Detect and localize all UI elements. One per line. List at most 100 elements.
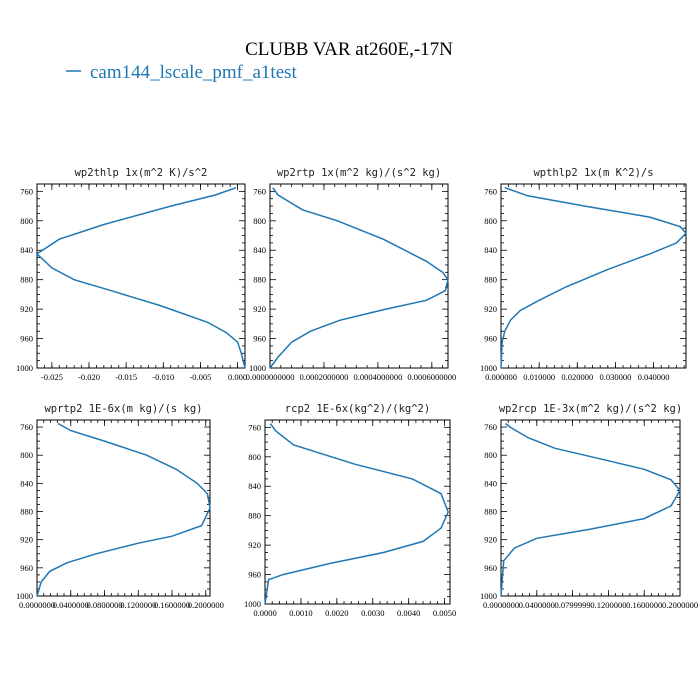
y-tick-label: 920 bbox=[484, 304, 497, 314]
x-tick-label: 0.0004000000 bbox=[353, 372, 402, 382]
y-tick-label: 960 bbox=[253, 334, 266, 344]
y-tick-label: 1000 bbox=[249, 363, 266, 373]
y-tick-label: 760 bbox=[20, 422, 33, 432]
x-tick-label: 0.0000000 bbox=[483, 600, 519, 610]
panel-frame bbox=[36, 419, 211, 597]
x-tick-label: 0.030000 bbox=[599, 372, 631, 382]
y-tick-label: 840 bbox=[20, 478, 33, 488]
y-tick-label: 1000 bbox=[16, 591, 33, 601]
y-tick-label: 1000 bbox=[244, 599, 261, 609]
series-line-1 bbox=[36, 422, 211, 597]
x-tick-label: -0.020 bbox=[78, 372, 100, 382]
x-tick-label: 0.0020 bbox=[325, 608, 348, 618]
y-tick-label: 880 bbox=[253, 275, 266, 285]
x-tick-label: 0.1600000 bbox=[626, 600, 662, 610]
panel-title: wp2rtp 1x(m^2 kg)/(s^2 kg) bbox=[277, 167, 441, 179]
y-tick-label: 960 bbox=[484, 563, 497, 573]
x-tick-label: 0.0000000 bbox=[19, 600, 55, 610]
panel-1: wp2thlp 1x(m^2 K)/s^2 760 800 840 880 920 960 1… bbox=[16, 167, 247, 382]
panel-5: rcp2 1E-6x(kg^2)/(kg^2) 760 800 840 880 920 96… bbox=[244, 403, 456, 618]
x-tick-label: -0.005 bbox=[189, 372, 211, 382]
y-tick-label: 920 bbox=[253, 304, 266, 314]
panel-frame bbox=[264, 419, 451, 605]
y-tick-label: 760 bbox=[253, 186, 266, 196]
x-tick-label: 0.1600000 bbox=[154, 600, 190, 610]
legend-label: cam144_lscale_pmf_a1test bbox=[90, 62, 298, 83]
x-tick-label: -0.010 bbox=[152, 372, 174, 382]
x-tick-label: 0.000000 bbox=[485, 372, 517, 382]
panel-4: wprtp2 1E-6x(m kg)/(s kg) 760 800 840 880 920… bbox=[16, 403, 224, 610]
y-tick-label: 800 bbox=[484, 216, 497, 226]
y-tick-label: 880 bbox=[20, 275, 33, 285]
panel-frame bbox=[500, 419, 681, 597]
panel-title: rcp2 1E-6x(kg^2)/(kg^2) bbox=[285, 403, 430, 415]
x-tick-label: 0.1200000 bbox=[590, 600, 626, 610]
y-tick-label: 920 bbox=[248, 540, 261, 550]
panel-2: wp2rtp 1x(m^2 kg)/(s^2 kg) 760 800 840 880 92… bbox=[246, 167, 457, 382]
y-tick-label: 800 bbox=[253, 216, 266, 226]
y-tick-label: 960 bbox=[20, 563, 33, 573]
y-tick-label: 880 bbox=[484, 275, 497, 285]
x-tick-label: 0.0799999 bbox=[555, 600, 591, 610]
y-tick-label: 840 bbox=[20, 245, 33, 255]
y-tick-label: 1000 bbox=[16, 363, 33, 373]
x-tick-label: 0.0006000000 bbox=[407, 372, 456, 382]
panel-title: wpthlp2 1x(m K^2)/s bbox=[533, 167, 653, 179]
x-tick-label: 0.0002000000 bbox=[300, 372, 349, 382]
x-tick-label: 0.1200000 bbox=[120, 600, 156, 610]
y-tick-label: 760 bbox=[484, 186, 497, 196]
x-tick-label: 0.0400000 bbox=[53, 600, 89, 610]
x-tick-label: -0.025 bbox=[41, 372, 63, 382]
y-tick-label: 840 bbox=[484, 245, 497, 255]
y-tick-label: 960 bbox=[20, 334, 33, 344]
series-line-1 bbox=[269, 187, 449, 369]
series-line-1 bbox=[264, 423, 450, 605]
y-tick-label: 840 bbox=[248, 481, 261, 491]
y-tick-label: 880 bbox=[20, 507, 33, 517]
x-tick-label: 0.0040 bbox=[397, 608, 420, 618]
panel-frame bbox=[500, 183, 687, 369]
panel-title: wp2thlp 1x(m^2 K)/s^2 bbox=[75, 167, 208, 179]
panel-6: wp2rcp 1E-3x(m^2 kg)/(s^2 kg)760 800 840 88… bbox=[480, 403, 698, 610]
x-tick-label: 0.0400000 bbox=[519, 600, 555, 610]
y-tick-label: 800 bbox=[248, 452, 261, 462]
panel-title: wp2rcp 1E-3x(m^2 kg)/(s^2 kg) bbox=[499, 403, 682, 415]
x-tick-label: 0.000 bbox=[228, 372, 247, 382]
series-line-1 bbox=[500, 422, 681, 597]
x-tick-label: 0.0030 bbox=[361, 608, 384, 618]
y-tick-label: 1000 bbox=[480, 591, 497, 601]
y-tick-label: 800 bbox=[20, 450, 33, 460]
x-tick-label: -0.015 bbox=[115, 372, 137, 382]
x-tick-label: 0.010000 bbox=[523, 372, 555, 382]
y-tick-label: 800 bbox=[484, 450, 497, 460]
x-tick-label: 0.0050 bbox=[433, 608, 456, 618]
legend: cam144_lscale_pmf_a1test bbox=[66, 62, 298, 83]
y-tick-label: 960 bbox=[484, 334, 497, 344]
figure-title: CLUBB VAR at260E,-17N bbox=[245, 39, 453, 60]
x-tick-label: 0.0000000000 bbox=[246, 372, 295, 382]
y-tick-label: 920 bbox=[484, 535, 497, 545]
panel-title: wprtp2 1E-6x(m kg)/(s kg) bbox=[44, 403, 202, 415]
y-tick-label: 800 bbox=[20, 216, 33, 226]
y-tick-label: 920 bbox=[20, 304, 33, 314]
y-tick-label: 880 bbox=[248, 511, 261, 521]
y-tick-label: 760 bbox=[20, 186, 33, 196]
x-tick-label: 0.2000000 bbox=[188, 600, 224, 610]
y-tick-label: 1000 bbox=[480, 363, 497, 373]
y-tick-label: 880 bbox=[484, 507, 497, 517]
series-line-1 bbox=[500, 186, 688, 369]
x-tick-label: 0.040000 bbox=[638, 372, 670, 382]
y-tick-label: 840 bbox=[484, 478, 497, 488]
y-tick-label: 760 bbox=[248, 422, 261, 432]
x-tick-label: 0.2000000 bbox=[662, 600, 698, 610]
y-tick-label: 960 bbox=[248, 570, 261, 580]
x-tick-label: 0.020000 bbox=[561, 372, 593, 382]
panel-frame bbox=[269, 183, 449, 369]
series-line-1 bbox=[35, 186, 246, 369]
y-tick-label: 840 bbox=[253, 245, 266, 255]
y-tick-label: 920 bbox=[20, 535, 33, 545]
x-tick-label: 0.0800000 bbox=[86, 600, 122, 610]
y-tick-label: 760 bbox=[484, 422, 497, 432]
panel-3: wpthlp2 1x(m K^2)/s 760 800 840 880 920 960 100… bbox=[480, 167, 688, 382]
